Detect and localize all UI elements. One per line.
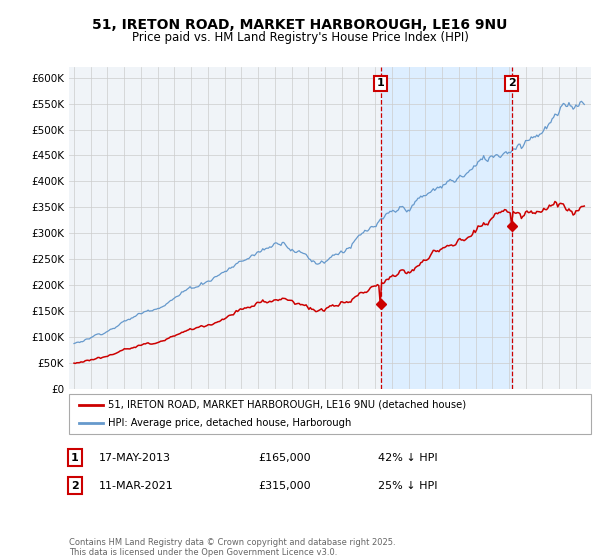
Text: Contains HM Land Registry data © Crown copyright and database right 2025.
This d: Contains HM Land Registry data © Crown c…: [69, 538, 395, 557]
Text: HPI: Average price, detached house, Harborough: HPI: Average price, detached house, Harb…: [108, 418, 352, 428]
Text: 2: 2: [71, 480, 79, 491]
Text: 51, IRETON ROAD, MARKET HARBOROUGH, LE16 9NU: 51, IRETON ROAD, MARKET HARBOROUGH, LE16…: [92, 18, 508, 32]
Text: 1: 1: [71, 452, 79, 463]
Text: 51, IRETON ROAD, MARKET HARBOROUGH, LE16 9NU (detached house): 51, IRETON ROAD, MARKET HARBOROUGH, LE16…: [108, 400, 466, 409]
Text: 42% ↓ HPI: 42% ↓ HPI: [378, 452, 437, 463]
Text: 17-MAY-2013: 17-MAY-2013: [99, 452, 171, 463]
Text: £165,000: £165,000: [258, 452, 311, 463]
FancyBboxPatch shape: [69, 394, 591, 434]
Text: 1: 1: [377, 78, 385, 88]
Text: 25% ↓ HPI: 25% ↓ HPI: [378, 480, 437, 491]
Text: £315,000: £315,000: [258, 480, 311, 491]
Text: Price paid vs. HM Land Registry's House Price Index (HPI): Price paid vs. HM Land Registry's House …: [131, 31, 469, 44]
Text: 2: 2: [508, 78, 515, 88]
Text: 11-MAR-2021: 11-MAR-2021: [99, 480, 174, 491]
Bar: [381, 67, 512, 389]
